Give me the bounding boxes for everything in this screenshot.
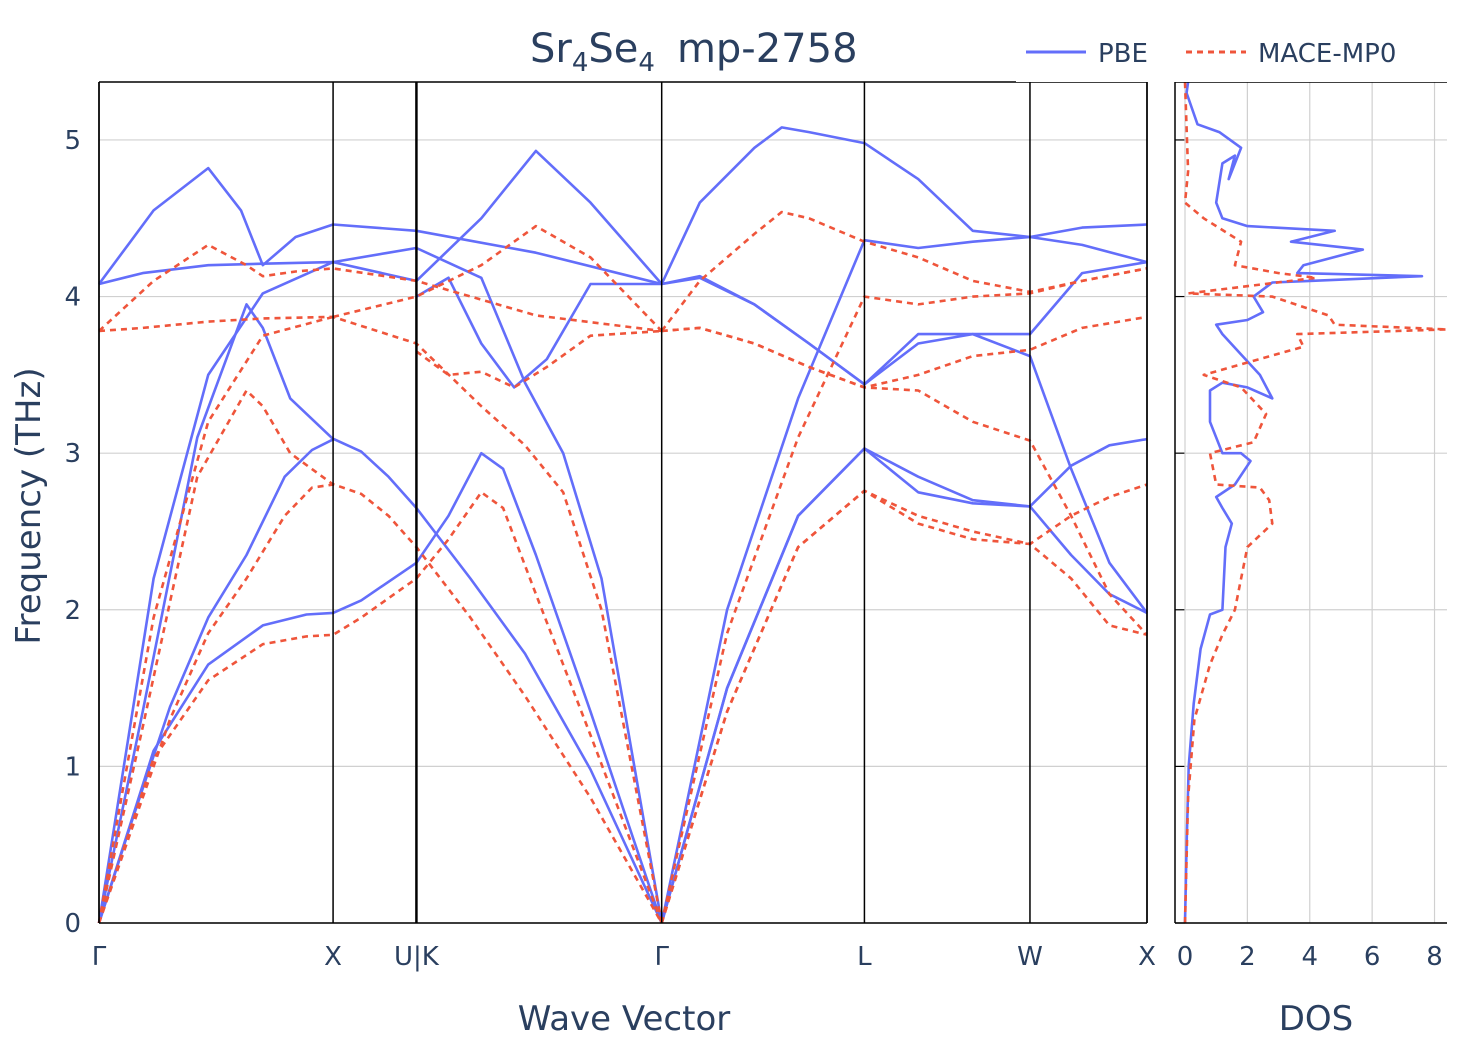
y-tick-label: 5	[64, 126, 81, 156]
legend-background	[1016, 26, 1452, 82]
title-material-id: mp-2758	[677, 26, 858, 72]
pbe-band-line	[660, 437, 1148, 924]
y-tick-label: 2	[64, 596, 81, 626]
mace-band-line	[660, 483, 1148, 924]
mace-band-line	[97, 315, 334, 924]
y-tick-label: 4	[64, 283, 81, 313]
pbe-band-line	[332, 149, 663, 285]
band-lines	[97, 126, 1149, 924]
mace-dos-line	[1183, 81, 1449, 924]
y-axis-title: Frequency (THz)	[9, 367, 49, 644]
pbe-dos-line	[1183, 81, 1424, 924]
band-structure-panel: 0 1 2 3 4 5 Γ X U|K Γ L W X Wave Vector Frequency (T…	[9, 81, 1156, 1039]
mace-band-line	[97, 389, 334, 924]
pbe-band-line	[661, 260, 1148, 386]
dos-axis-title: DOS	[1279, 999, 1354, 1039]
dos-frame	[1174, 81, 1447, 924]
dos-x-tick-label: 8	[1426, 942, 1443, 972]
band-frame	[98, 81, 1148, 924]
title-subscript-b: 4	[638, 48, 655, 78]
dos-ticks: 0 2 4 6 8	[1177, 942, 1443, 972]
pbe-band-line	[97, 303, 334, 924]
y-tick-label: 1	[64, 752, 81, 782]
k-point-label: X	[324, 942, 342, 972]
title-subscript-a: 4	[572, 48, 589, 78]
mace-band-line	[332, 224, 663, 332]
dos-panel: 0 2 4 6 8 DOS	[1174, 81, 1449, 1039]
mace-band-line	[415, 329, 662, 389]
pbe-band-line	[97, 166, 663, 286]
pbe-band-line	[97, 260, 334, 924]
band-ticks: 0 1 2 3 4 5 Γ X U|K Γ L W X	[64, 126, 1155, 972]
k-point-label: W	[1017, 942, 1043, 972]
k-point-label: Γ	[654, 942, 669, 972]
pbe-band-line	[415, 276, 662, 389]
pbe-band-line	[98, 246, 663, 924]
mace-band-line	[660, 267, 1148, 924]
dos-grid	[1175, 82, 1447, 924]
mace-band-line	[97, 491, 663, 924]
k-point-label: Γ	[92, 942, 107, 972]
k-point-label: L	[857, 942, 872, 972]
k-point-label: X	[1138, 942, 1156, 972]
y-tick-label: 0	[64, 909, 81, 939]
k-point-label: U|K	[394, 942, 440, 972]
mace-band-line	[661, 315, 1148, 389]
mace-band-line	[98, 243, 662, 333]
mace-band-line	[661, 326, 1148, 636]
mace-band-line	[660, 489, 1148, 924]
legend-label-mace: MACE-MP0	[1258, 39, 1396, 69]
legend-label-pbe: PBE	[1098, 39, 1148, 69]
chart-title: Sr4Se4 mp-2758	[530, 26, 858, 78]
dos-x-tick-label: 6	[1364, 942, 1381, 972]
title-formula-b: Se	[588, 26, 638, 72]
legend: PBE MACE-MP0	[1016, 26, 1452, 82]
mace-band-line	[98, 315, 663, 924]
pbe-band-line	[97, 451, 663, 924]
dos-x-tick-label: 2	[1239, 942, 1256, 972]
pbe-band-line	[660, 235, 1148, 924]
dos-x-tick-label: 0	[1177, 942, 1194, 972]
pbe-band-line	[661, 274, 1149, 614]
dos-x-tick-label: 4	[1301, 942, 1318, 972]
title-formula-a: Sr	[530, 26, 572, 72]
y-tick-label: 3	[64, 439, 81, 469]
dos-lines	[1183, 81, 1449, 924]
pbe-band-line	[660, 447, 1148, 924]
x-axis-title: Wave Vector	[518, 999, 730, 1039]
pbe-band-line	[660, 126, 1148, 285]
